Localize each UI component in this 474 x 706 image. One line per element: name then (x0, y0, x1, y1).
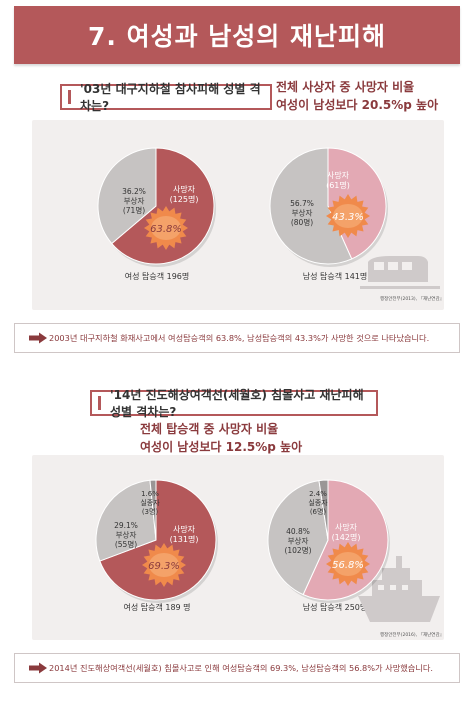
question-1-text: '03년 대구지하철 참사피해 성별 격차는? (80, 82, 261, 113)
pie-caption-4: 남성 탑승객 250명 (302, 603, 368, 612)
stat-1-line1: 전체 사상자 중 사망자 비율 (276, 80, 415, 94)
pie-caption-1: 여성 탑승객 196명 (124, 272, 190, 281)
summary-2-text: 2014년 진도해상여객선(세월호) 침몰사고로 인해 여성탑승객의 69.3%… (49, 663, 433, 673)
page-title-banner: 7. 여성과 남성의 재난피해 (14, 6, 460, 64)
question-box-1: '03년 대구지하철 참사피해 성별 격차는? (60, 82, 272, 113)
source-note-1: 행정안전부(2013), 『재난연감』 (380, 297, 445, 302)
stat-1-line2: 여성이 남성보다 20.5%p 높아 (276, 98, 439, 112)
pie-caption-2: 남성 탑승객 141명 (302, 272, 368, 281)
arrow-icon (29, 332, 47, 344)
stat-2-line2: 여성이 남성보다 12.5%p 높아 (140, 440, 303, 454)
summary-box-2: 2014년 진도해상여객선(세월호) 침몰사고로 인해 여성탑승객의 69.3%… (14, 653, 460, 683)
stat-2-line1: 전체 탑승객 중 사망자 비율 (140, 422, 279, 436)
page-title: 7. 여성과 남성의 재난피해 (87, 22, 386, 51)
question-accent-bar (68, 90, 71, 104)
summary-box-1: 2003년 대구지하철 화재사고에서 여성탑승객의 63.8%, 남성탑승객의 … (14, 323, 460, 353)
stat-block-1: 전체 사상자 중 사망자 비율 여성이 남성보다 20.5%p 높아 (276, 78, 438, 114)
arrow-icon (29, 662, 47, 674)
question-box-2: '14년 진도해상여객선(세월호) 침몰사고 재난피해 성별 격차는? (90, 388, 378, 419)
question-accent-bar (98, 396, 101, 410)
stat-block-2: 전체 탑승객 중 사망자 비율 여성이 남성보다 12.5%p 높아 (140, 420, 302, 456)
source-note-2: 행정안전부(2016), 『재난연감』 (380, 633, 445, 638)
summary-1-text: 2003년 대구지하철 화재사고에서 여성탑승객의 63.8%, 남성탑승객의 … (49, 333, 430, 343)
pie-caption-3: 여성 탑승객 189 명 (123, 603, 191, 612)
question-2-text: '14년 진도해상여객선(세월호) 침몰사고 재난피해 성별 격차는? (110, 388, 364, 419)
